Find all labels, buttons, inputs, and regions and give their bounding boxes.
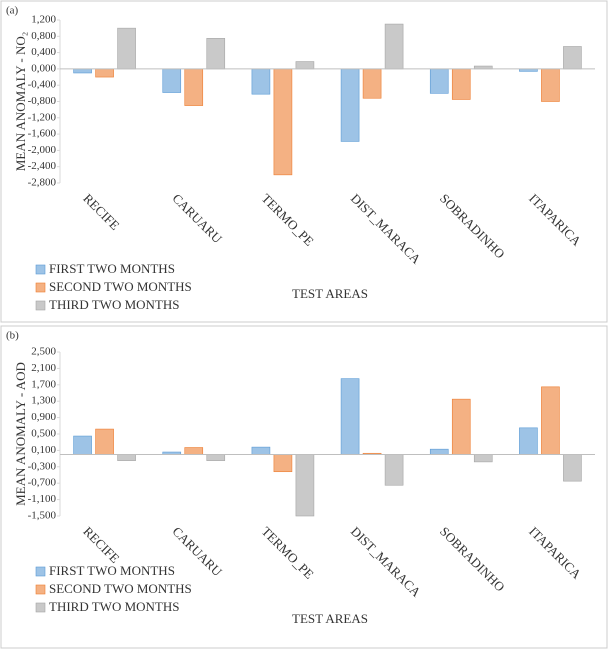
y-axis-title: MEAN ANOMALY - AOD — [13, 362, 28, 506]
panel-label: (a) — [6, 5, 19, 17]
y-tick-label: 0,400 — [31, 46, 56, 58]
x-tick-label: SOBRADINHO — [437, 524, 508, 595]
y-tick-label: -0,400 — [28, 79, 57, 91]
y-tick-label: -1,600 — [28, 128, 57, 140]
legend-swatch — [35, 566, 46, 577]
y-tick-label: 2,100 — [31, 362, 56, 374]
bar — [451, 398, 471, 455]
bar — [162, 68, 182, 93]
x-tick-label: CARUARU — [170, 524, 226, 580]
bar — [117, 27, 136, 70]
bar — [206, 38, 226, 70]
x-tick-label: TERMO_PE — [259, 191, 317, 249]
bar — [251, 68, 271, 95]
bar — [73, 435, 92, 455]
y-tick-label: 1,200 — [31, 14, 56, 26]
bar — [429, 448, 449, 455]
y-tick-label: -2,800 — [28, 177, 57, 189]
panel-frame — [0, 325, 608, 649]
legend-label: SECOND TWO MONTHS — [49, 581, 192, 596]
bar — [206, 454, 226, 461]
y-tick-label: -1,100 — [28, 493, 57, 505]
bar — [95, 428, 114, 455]
legend-label: THIRD TWO MONTHS — [49, 297, 179, 312]
legend-label: SECOND TWO MONTHS — [49, 279, 192, 294]
bar — [473, 454, 493, 463]
legend-swatch — [35, 584, 46, 595]
bar — [384, 23, 404, 70]
legend-swatch — [35, 264, 46, 275]
panel-frame — [0, 0, 608, 323]
y-tick-label: 0,000 — [31, 62, 56, 74]
bar — [295, 454, 315, 517]
bar — [184, 447, 204, 455]
x-tick-label: ITAPARICA — [526, 524, 584, 582]
y-tick-label: 0,100 — [31, 444, 56, 456]
y-tick-label: -0,800 — [28, 95, 57, 107]
bar — [73, 68, 92, 74]
x-tick-label: RECIFE — [80, 524, 122, 566]
y-tick-label: -0,300 — [28, 460, 57, 472]
y-tick-label: 1,300 — [31, 395, 56, 407]
x-tick-label: DIST_MARACA — [348, 191, 424, 267]
y-tick-label: 1,700 — [31, 378, 56, 390]
x-tick-label: CARUARU — [170, 191, 226, 247]
x-axis-title: TEST AREAS — [292, 286, 368, 301]
legend-swatch — [35, 300, 46, 311]
y-tick-label: -2,400 — [28, 160, 57, 172]
bar — [117, 454, 136, 461]
bar — [340, 68, 360, 142]
bar — [295, 61, 315, 70]
bar — [541, 386, 560, 455]
bar — [451, 68, 471, 100]
y-tick-label: 0,800 — [31, 30, 56, 42]
legend-swatch — [35, 282, 46, 293]
y-tick-label: -2,000 — [28, 144, 57, 156]
y-tick-label: 0,500 — [31, 428, 56, 440]
legend-label: FIRST TWO MONTHS — [49, 261, 175, 276]
panel-label: (b) — [6, 330, 19, 342]
bar — [362, 68, 382, 99]
bar — [563, 454, 582, 482]
x-axis-title: TEST AREAS — [292, 611, 368, 626]
bar — [340, 378, 360, 455]
bar — [429, 68, 449, 94]
x-tick-label: RECIFE — [80, 191, 122, 233]
bar — [251, 446, 271, 455]
y-tick-label: -1,500 — [28, 510, 57, 522]
bar — [273, 454, 293, 473]
y-tick-label: -0,700 — [28, 477, 57, 489]
x-tick-label: SOBRADINHO — [437, 191, 508, 262]
legend-label: THIRD TWO MONTHS — [49, 599, 179, 614]
bar — [184, 68, 204, 106]
x-tick-label: DIST_MARACA — [348, 524, 424, 600]
x-tick-label: TERMO_PE — [259, 524, 317, 582]
bar — [95, 68, 114, 78]
bar — [563, 46, 582, 70]
bar — [273, 68, 293, 176]
y-tick-label: -1,200 — [28, 111, 57, 123]
y-axis-title: MEAN ANOMALY - NO₂ — [13, 32, 28, 172]
bar — [541, 68, 560, 102]
y-tick-label: 0,900 — [31, 411, 56, 423]
x-tick-label: ITAPARICA — [526, 191, 584, 249]
y-tick-label: 2,500 — [31, 346, 56, 358]
legend-label: FIRST TWO MONTHS — [49, 563, 175, 578]
bar — [384, 454, 404, 486]
legend-swatch — [35, 602, 46, 613]
bar — [519, 427, 538, 455]
